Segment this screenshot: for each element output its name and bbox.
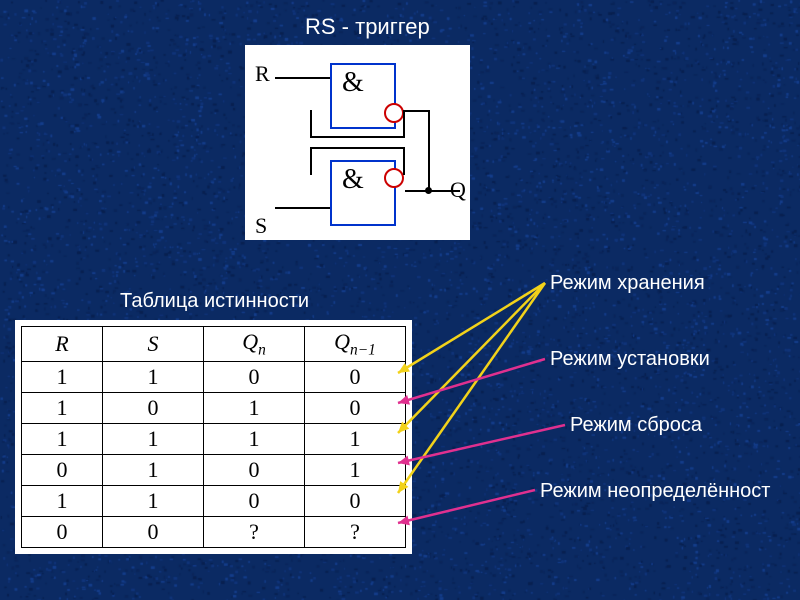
wire (428, 110, 430, 192)
table-cell: 0 (204, 455, 305, 486)
table-cell: 1 (22, 424, 103, 455)
junction-dot-icon (425, 187, 432, 194)
stage: RS - триггер & & R S Q Таблица истинност… (0, 0, 800, 600)
output-label-q: Q (450, 177, 466, 203)
table-header-cell: Qn−1 (305, 327, 406, 362)
table-cell: 1 (305, 424, 406, 455)
truth-table: RSQnQn−11100101011110101110000?? (15, 320, 412, 554)
table-cell: 0 (22, 517, 103, 548)
table-cell: 1 (103, 455, 204, 486)
table-header-cell: R (22, 327, 103, 362)
rs-circuit-panel: & & R S Q (245, 45, 470, 240)
table-row: 1010 (22, 393, 406, 424)
nand-gate-top: & (330, 63, 396, 129)
table-row: 0101 (22, 455, 406, 486)
table-row: 1100 (22, 362, 406, 393)
wire (275, 207, 330, 209)
page-title: RS - триггер (305, 14, 430, 40)
table-cell: 1 (22, 486, 103, 517)
mode-label-reset: Режим сброса (570, 414, 702, 437)
wire (310, 147, 312, 175)
table-cell: 1 (204, 393, 305, 424)
table-row: 00?? (22, 517, 406, 548)
wire (405, 110, 430, 112)
wire (310, 147, 405, 149)
truth-table-title: Таблица истинности (120, 290, 309, 313)
table-cell: 0 (103, 393, 204, 424)
table-cell: 1 (204, 424, 305, 455)
table-cell: 0 (305, 362, 406, 393)
wire (310, 110, 312, 138)
input-label-r: R (255, 61, 270, 87)
table-cell: 1 (22, 393, 103, 424)
mode-label-storage: Режим хранения (550, 272, 705, 295)
table-row: 1100 (22, 486, 406, 517)
gate-symbol: & (342, 67, 364, 99)
nand-gate-bottom: & (330, 160, 396, 226)
table-header-cell: S (103, 327, 204, 362)
inversion-bubble-icon (384, 103, 404, 123)
wire (310, 136, 405, 138)
table-cell: 0 (204, 486, 305, 517)
table-cell: 0 (305, 393, 406, 424)
table-cell: 1 (305, 455, 406, 486)
mode-label-undef: Режим неопределённост (540, 480, 770, 503)
truth-table-grid: RSQnQn−11100101011110101110000?? (21, 326, 406, 548)
inversion-bubble-icon (384, 168, 404, 188)
table-cell: 1 (103, 486, 204, 517)
table-cell: 0 (103, 517, 204, 548)
table-cell: 1 (103, 424, 204, 455)
mode-label-set: Режим установки (550, 348, 710, 371)
wire (403, 147, 405, 175)
table-header-cell: Qn (204, 327, 305, 362)
input-label-s: S (255, 213, 267, 239)
table-cell: ? (305, 517, 406, 548)
table-cell: 1 (103, 362, 204, 393)
table-row: 1111 (22, 424, 406, 455)
table-cell: 0 (305, 486, 406, 517)
table-cell: ? (204, 517, 305, 548)
table-cell: 0 (22, 455, 103, 486)
gate-symbol: & (342, 164, 364, 196)
wire (275, 77, 330, 79)
table-cell: 1 (22, 362, 103, 393)
table-cell: 0 (204, 362, 305, 393)
wire (403, 110, 405, 138)
